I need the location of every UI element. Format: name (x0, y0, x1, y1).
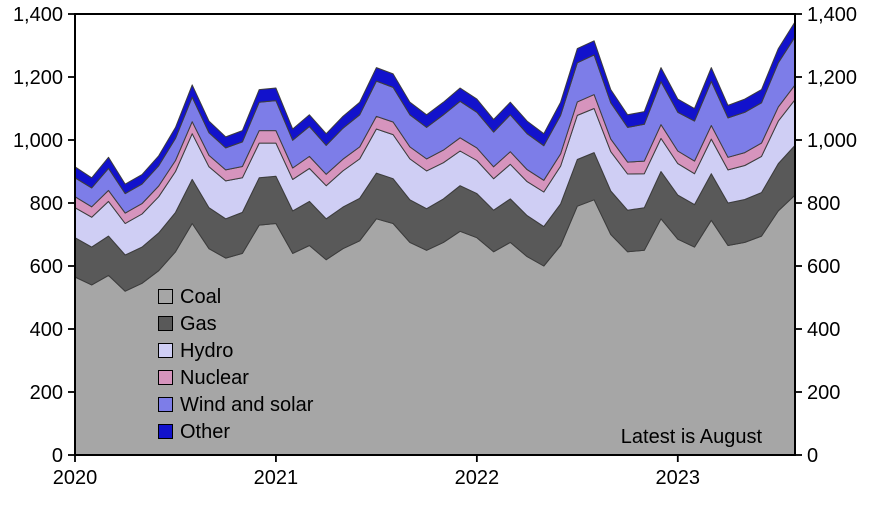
x-axis-label: 2021 (254, 467, 299, 489)
y-axis-label-left: 1,000 (13, 130, 63, 152)
y-axis-label-right: 1,200 (807, 67, 857, 89)
chart-legend: Coal Gas Hydro Nuclear Wind and solar Ot… (158, 283, 313, 445)
y-axis-label-right: 1,400 (807, 4, 857, 26)
y-axis-label-right: 800 (807, 193, 840, 215)
legend-label-gas: Gas (180, 312, 217, 335)
y-axis-label-left: 1,400 (13, 4, 63, 26)
y-axis-label-left: 800 (30, 193, 63, 215)
legend-swatch-coal (158, 289, 173, 304)
legend-label-coal: Coal (180, 285, 222, 308)
legend-swatch-other (158, 424, 173, 439)
legend-item-wind-and-solar: Wind and solar (158, 391, 313, 418)
plot-border (74, 13, 796, 456)
x-axis-label: 2022 (455, 467, 500, 489)
x-axis-label: 2020 (53, 467, 98, 489)
y-axis-label-right: 400 (807, 319, 840, 341)
legend-swatch-gas (158, 316, 173, 331)
legend-item-other: Other (158, 418, 313, 445)
legend-label-other: Other (180, 420, 231, 443)
x-axis-label: 2023 (656, 467, 701, 489)
legend-label-wind-and-solar: Wind and solar (180, 393, 314, 416)
y-axis-label-right: 200 (807, 382, 840, 404)
legend-item-gas: Gas (158, 310, 313, 337)
legend-item-nuclear: Nuclear (158, 364, 313, 391)
y-axis-label-right: 0 (807, 445, 818, 467)
y-axis-label-left: 1,200 (13, 67, 63, 89)
legend-label-nuclear: Nuclear (180, 366, 249, 389)
legend-swatch-wind-and-solar (158, 397, 173, 412)
y-axis-label-right: 600 (807, 256, 840, 278)
legend-item-coal: Coal (158, 283, 313, 310)
latest-month-annotation: Latest is August (620, 426, 762, 448)
y-axis-label-right: 1,000 (807, 130, 857, 152)
y-axis-label-left: 400 (30, 319, 63, 341)
y-axis-label-left: 600 (30, 256, 63, 278)
legend-item-hydro: Hydro (158, 337, 313, 364)
y-axis-label-left: 200 (30, 382, 63, 404)
y-axis-label-left: 0 (52, 445, 63, 467)
legend-swatch-hydro (158, 343, 173, 358)
legend-label-hydro: Hydro (180, 339, 234, 362)
legend-swatch-nuclear (158, 370, 173, 385)
